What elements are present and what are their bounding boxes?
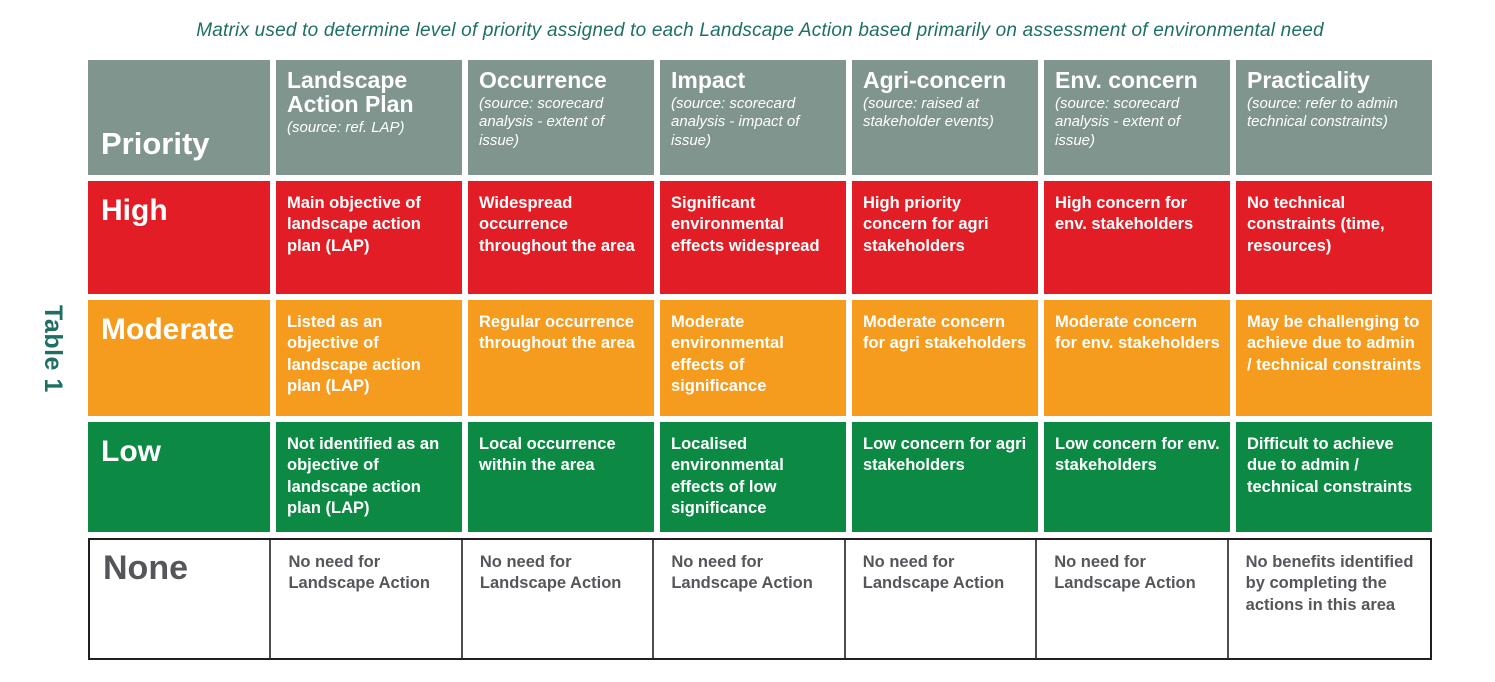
column-source: (source: raised at stakeholder events) bbox=[863, 94, 994, 131]
table-cell: Significant environmental effects widesp… bbox=[660, 181, 846, 294]
column-source: (source: refer to admin technical constr… bbox=[1247, 94, 1398, 131]
table-cell: No need for Landscape Action bbox=[660, 540, 846, 658]
table-row-high: High Main objective of landscape action … bbox=[88, 181, 1432, 294]
cell-text: No need for Landscape Action bbox=[862, 553, 1005, 593]
column-header-impact: Impact (source: scorecard analysis - imp… bbox=[660, 60, 846, 175]
column-title: Impact bbox=[671, 67, 746, 93]
table-cell: No need for Landscape Action bbox=[1043, 540, 1229, 658]
table-cell: Widespread occurrence throughout the are… bbox=[468, 181, 654, 294]
priority-header-label: Priority bbox=[101, 126, 210, 161]
row-level-label: High bbox=[101, 194, 168, 227]
row-level-label: Moderate bbox=[101, 313, 235, 346]
table-cell: Not identified as an objective of landsc… bbox=[276, 422, 462, 532]
column-title: Env. concern bbox=[1055, 67, 1198, 93]
cell-text: Widespread occurrence throughout the are… bbox=[479, 194, 635, 255]
cell-text: May be challenging to achieve due to adm… bbox=[1247, 313, 1422, 374]
cell-text: No technical constraints (time, resource… bbox=[1247, 194, 1385, 255]
column-header-practicality: Practicality (source: refer to admin tec… bbox=[1236, 60, 1432, 175]
table-row-low: Low Not identified as an objective of la… bbox=[88, 422, 1432, 532]
cell-text: No benefits identified by completing the… bbox=[1245, 553, 1414, 614]
cell-text: No need for Landscape Action bbox=[288, 553, 430, 593]
table-cell: Difficult to achieve due to admin / tech… bbox=[1236, 422, 1432, 532]
cell-text: Regular occurrence throughout the area bbox=[479, 313, 635, 353]
column-header-landscape-action-plan: Landscape Action Plan (source: ref. LAP) bbox=[276, 60, 462, 175]
column-source: (source: ref. LAP) bbox=[287, 118, 405, 136]
cell-text: No need for Landscape Action bbox=[671, 553, 813, 593]
table-cell: Local occurrence within the area bbox=[468, 422, 654, 532]
column-source: (source: scorecard analysis - impact of … bbox=[671, 94, 800, 149]
table-cell: No need for Landscape Action bbox=[468, 540, 655, 658]
table-cell: Regular occurrence throughout the area bbox=[468, 300, 654, 416]
column-title: Practicality bbox=[1247, 67, 1370, 93]
row-level-cell: High bbox=[88, 181, 270, 294]
table-cell: Main objective of landscape action plan … bbox=[276, 181, 462, 294]
table-cell: No need for Landscape Action bbox=[851, 540, 1038, 658]
row-level-cell: Moderate bbox=[88, 300, 270, 416]
table-cell: Listed as an objective of landscape acti… bbox=[276, 300, 462, 416]
priority-matrix-table: Priority Landscape Action Plan (source: … bbox=[88, 60, 1432, 666]
cell-text: Significant environmental effects widesp… bbox=[671, 194, 820, 255]
cell-text: High priority concern for agri stakehold… bbox=[863, 194, 989, 255]
cell-text: No need for Landscape Action bbox=[1054, 553, 1196, 593]
matrix-caption: Matrix used to determine level of priori… bbox=[196, 20, 1324, 41]
cell-text: Low concern for env. stakeholders bbox=[1055, 435, 1220, 475]
column-title: Agri-concern bbox=[863, 67, 1007, 93]
column-title: Occurrence bbox=[479, 67, 607, 93]
column-title: Landscape Action Plan bbox=[287, 67, 414, 117]
table-cell: Low concern for agri stakeholders bbox=[852, 422, 1038, 532]
priority-header-cell: Priority bbox=[88, 60, 270, 175]
cell-text: Difficult to achieve due to admin / tech… bbox=[1247, 435, 1413, 496]
table-cell: No technical constraints (time, resource… bbox=[1236, 181, 1432, 294]
table-cell: High priority concern for agri stakehold… bbox=[852, 181, 1038, 294]
cell-text: Localised environmental effects of low s… bbox=[671, 435, 784, 518]
cell-text: Moderate environmental effects of signif… bbox=[671, 313, 784, 396]
header-row: Priority Landscape Action Plan (source: … bbox=[88, 60, 1432, 175]
cell-text: No need for Landscape Action bbox=[479, 553, 622, 593]
table-number-label: Table 1 bbox=[39, 305, 67, 393]
cell-text: High concern for env. stakeholders bbox=[1055, 194, 1194, 234]
cell-text: Listed as an objective of landscape acti… bbox=[287, 313, 421, 396]
table-cell: Moderate environmental effects of signif… bbox=[660, 300, 846, 416]
table-cell: Moderate concern for env. stakeholders bbox=[1044, 300, 1230, 416]
table-row-none: None No need for Landscape Action No nee… bbox=[88, 538, 1432, 660]
column-source: (source: scorecard analysis - extent of … bbox=[1055, 94, 1181, 149]
table-row-moderate: Moderate Listed as an objective of lands… bbox=[88, 300, 1432, 416]
column-header-agri-concern: Agri-concern (source: raised at stakehol… bbox=[852, 60, 1038, 175]
row-level-label: None bbox=[103, 549, 188, 587]
row-level-cell: None bbox=[90, 540, 272, 658]
cell-text: Not identified as an objective of landsc… bbox=[287, 435, 440, 518]
table-cell: Localised environmental effects of low s… bbox=[660, 422, 846, 532]
row-level-cell: Low bbox=[88, 422, 270, 532]
cell-text: Moderate concern for agri stakeholders bbox=[863, 313, 1027, 353]
cell-text: Moderate concern for env. stakeholders bbox=[1055, 313, 1220, 353]
cell-text: Low concern for agri stakeholders bbox=[863, 435, 1027, 475]
table-cell: High concern for env. stakeholders bbox=[1044, 181, 1230, 294]
table-cell: May be challenging to achieve due to adm… bbox=[1236, 300, 1432, 416]
table-cell: Moderate concern for agri stakeholders bbox=[852, 300, 1038, 416]
table-cell: Low concern for env. stakeholders bbox=[1044, 422, 1230, 532]
table-cell: No need for Landscape Action bbox=[277, 540, 463, 658]
column-header-env-concern: Env. concern (source: scorecard analysis… bbox=[1044, 60, 1230, 175]
table-cell: No benefits identified by completing the… bbox=[1234, 540, 1431, 658]
cell-text: Local occurrence within the area bbox=[479, 435, 616, 475]
column-header-occurrence: Occurrence (source: scorecard analysis -… bbox=[468, 60, 654, 175]
row-level-label: Low bbox=[101, 435, 161, 468]
column-source: (source: scorecard analysis - extent of … bbox=[479, 94, 605, 149]
cell-text: Main objective of landscape action plan … bbox=[287, 194, 421, 255]
